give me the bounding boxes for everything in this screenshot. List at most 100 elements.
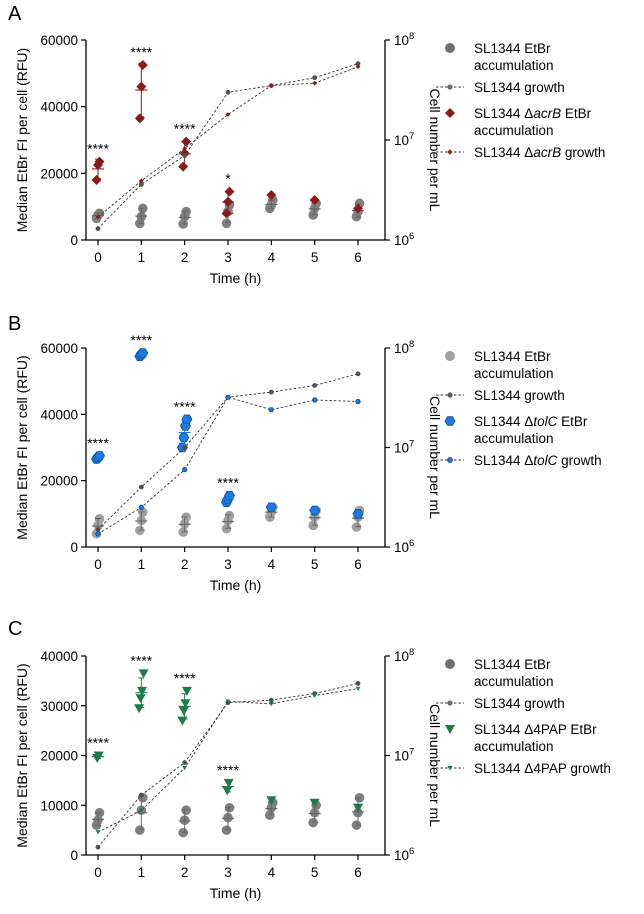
- growth-point: [311, 397, 318, 403]
- significance-label: ****: [174, 670, 196, 686]
- y2-tick-exponent: 7: [409, 747, 414, 758]
- y2-tick-label: 108: [394, 647, 414, 664]
- growth-point: [312, 693, 318, 698]
- growth-point: [312, 80, 318, 86]
- growth-point: [355, 64, 361, 70]
- panel-letter: C: [8, 618, 22, 640]
- growth-point: [268, 701, 274, 707]
- accumulation-point: [352, 509, 364, 519]
- accumulation-point: [134, 113, 145, 124]
- growth-point: [138, 792, 144, 798]
- panel-letter: A: [8, 3, 22, 25]
- y2-tick-label: 106: [394, 231, 414, 248]
- significance-label: ****: [130, 652, 152, 668]
- growth-point: [355, 681, 361, 686]
- legend-item: SL1344 ΔtolC growth: [436, 453, 602, 468]
- y-tick-label: 40000: [40, 649, 78, 664]
- x-tick-label: 3: [224, 865, 232, 880]
- legend-label-gene: acrB: [533, 106, 561, 121]
- accumulation-point: [135, 694, 146, 704]
- legend-item: SL1344 Δ4PAP EtBr accumulation: [445, 722, 597, 754]
- y2-tick-exponent: 6: [409, 846, 414, 857]
- accumulation-point: [91, 175, 102, 185]
- y-axis-title: Median EtBr FI per cell (RFU): [14, 663, 30, 847]
- accumulation-point: [222, 786, 233, 796]
- legend-marker: [445, 725, 455, 734]
- y-tick-label: 0: [70, 848, 78, 863]
- legend-label: SL1344 EtBr: [474, 41, 551, 56]
- legend-label: accumulation: [474, 674, 554, 689]
- x-tick-label: 2: [181, 865, 189, 880]
- legend-item: SL1344 EtBr accumulation: [445, 41, 554, 73]
- y-tick-label: 40000: [40, 407, 78, 422]
- legend-label-prefix: SL1344 Δ: [474, 145, 533, 160]
- growth-point: [138, 178, 144, 184]
- y2-tick-exponent: 7: [409, 439, 414, 450]
- legend-label: SL1344 ΔacrB EtBr: [474, 106, 592, 121]
- growth-point: [268, 407, 275, 413]
- growth-point: [225, 112, 231, 117]
- growth-point: [268, 697, 274, 703]
- y2-tick-label: 107: [394, 439, 414, 456]
- growth-point: [182, 445, 188, 450]
- legend: SL1344 EtBr accumulation SL1344 growth SL13…: [436, 349, 602, 468]
- x-tick-label: 2: [181, 557, 189, 572]
- accumulation-point: [135, 825, 145, 835]
- growth-point: [182, 153, 188, 158]
- y-tick-label: 60000: [40, 33, 78, 48]
- accumulation-point: [221, 218, 232, 229]
- accumulation-point: [137, 60, 148, 70]
- legend-label-prefix: SL1344 Δ: [474, 453, 533, 468]
- growth-point: [355, 371, 361, 377]
- series-accumulation-1: [92, 669, 363, 813]
- x-axis-title: Time (h): [210, 577, 262, 593]
- y2-tick-base: 10: [394, 749, 409, 764]
- accumulation-point: [353, 803, 363, 813]
- y2-tick-base: 10: [394, 133, 409, 148]
- legend-marker: [446, 457, 454, 463]
- legend-label: SL1344 ΔtolC growth: [474, 453, 602, 468]
- y2-tick-label: 108: [394, 339, 414, 356]
- legend-marker: [445, 351, 455, 361]
- x-tick-label: 5: [311, 557, 319, 572]
- y2-axis-title: Cell number per mL: [427, 396, 443, 519]
- accumulation-point: [353, 203, 363, 214]
- series-growth-1: [95, 64, 361, 220]
- y2-tick-label: 106: [394, 538, 414, 555]
- y2-tick-exponent: 6: [409, 231, 414, 242]
- accumulation-point: [309, 195, 320, 205]
- y2-tick-label: 107: [394, 747, 414, 764]
- growth-point: [95, 830, 101, 835]
- significance-label: ****: [174, 398, 196, 414]
- x-tick-label: 5: [311, 865, 319, 880]
- accumulation-point: [137, 686, 148, 696]
- accumulation-point: [309, 505, 321, 516]
- legend-label-suffix: EtBr: [561, 106, 592, 121]
- x-tick-label: 3: [224, 250, 232, 265]
- series-accumulation-0: [91, 502, 365, 539]
- legend-label-gene: tolC: [533, 414, 557, 429]
- y-tick-label: 0: [70, 540, 78, 555]
- legend-label: SL1344 EtBr: [474, 657, 551, 672]
- y2-tick-base: 10: [394, 540, 409, 555]
- y-tick-label: 20000: [40, 474, 78, 489]
- legend-label: SL1344 Δ4PAP EtBr: [474, 722, 597, 737]
- legend-label: accumulation: [474, 366, 554, 381]
- legend-label: SL1344 ΔtolC EtBr: [474, 414, 588, 429]
- legend-marker: [445, 43, 455, 53]
- growth-point: [95, 214, 101, 220]
- accumulation-point: [178, 706, 189, 716]
- x-tick-label: 1: [138, 865, 146, 880]
- legend-marker: [447, 765, 453, 771]
- y-tick-label: 0: [70, 233, 78, 248]
- legend-label: SL1344 growth: [474, 696, 565, 711]
- legend-marker: [445, 659, 455, 669]
- legend-label-gene: acrB: [533, 145, 561, 160]
- legend-label-suffix: growth: [561, 145, 605, 160]
- x-tick-label: 0: [94, 557, 102, 572]
- growth-point: [312, 383, 318, 388]
